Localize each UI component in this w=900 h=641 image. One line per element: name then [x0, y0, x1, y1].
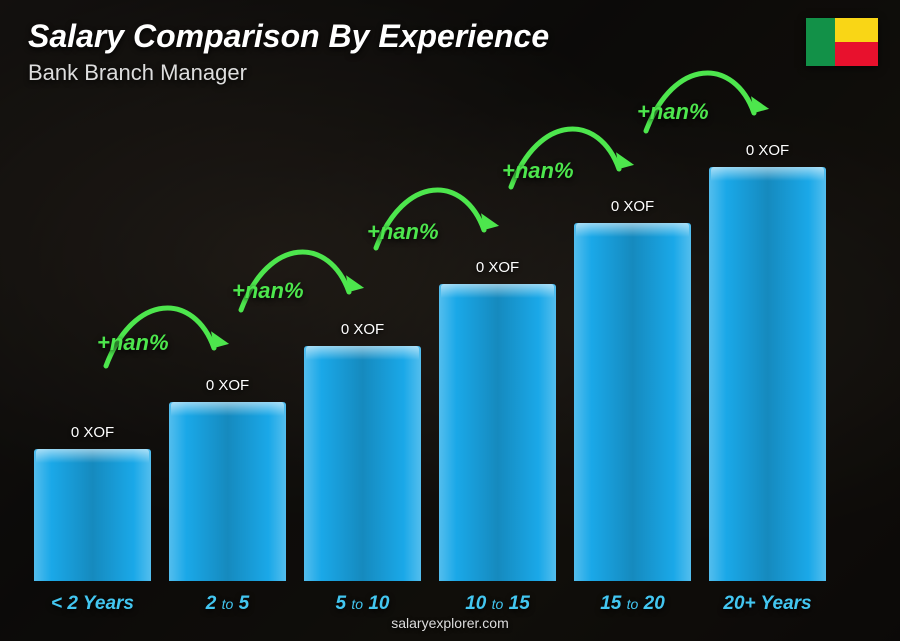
- chart-container: Salary Comparison By Experience Bank Bra…: [0, 0, 900, 641]
- flag-yellow-stripe: [835, 18, 878, 42]
- bar-value-label: 0 XOF: [71, 424, 114, 441]
- category-label: 20+ Years: [709, 593, 826, 615]
- bar-wrap: 0 XOF< 2 Years: [34, 424, 151, 581]
- bar-wrap: +nan%0 XOF5 to 10: [304, 321, 421, 582]
- percent-increase-label: +nan%: [97, 330, 169, 356]
- percent-increase-label: +nan%: [502, 158, 574, 184]
- bar-chart: 0 XOF< 2 Years+nan%0 XOF2 to 5+nan%0 XOF…: [20, 110, 840, 581]
- bar-wrap: +nan%0 XOF2 to 5: [169, 377, 286, 581]
- bar: [304, 346, 421, 582]
- bar-wrap: +nan%0 XOF15 to 20: [574, 198, 691, 581]
- country-flag-benin: [806, 18, 878, 66]
- category-label: 2 to 5: [169, 593, 286, 615]
- bar: [169, 402, 286, 581]
- bar-wrap: +nan%0 XOF10 to 15: [439, 259, 556, 581]
- increase-arrow-icon: [634, 39, 774, 149]
- percent-increase-label: +nan%: [367, 219, 439, 245]
- category-label: 5 to 10: [304, 593, 421, 615]
- bar: [34, 449, 151, 581]
- category-label: 10 to 15: [439, 593, 556, 615]
- category-label: 15 to 20: [574, 593, 691, 615]
- increase-arrow-icon: [499, 95, 639, 205]
- chart-subtitle: Bank Branch Manager: [28, 60, 247, 86]
- increase-arrow-icon: [229, 218, 369, 328]
- bar: [439, 284, 556, 581]
- bar-wrap: +nan%0 XOF20+ Years: [709, 142, 826, 581]
- footer-credit: salaryexplorer.com: [0, 615, 900, 631]
- chart-title: Salary Comparison By Experience: [28, 18, 549, 55]
- category-label: < 2 Years: [34, 593, 151, 615]
- increase-arrow-icon: [364, 156, 504, 266]
- bar: [709, 167, 826, 581]
- percent-increase-label: +nan%: [232, 278, 304, 304]
- flag-green-stripe: [806, 18, 835, 66]
- percent-increase-label: +nan%: [637, 99, 709, 125]
- bar: [574, 223, 691, 581]
- bars-area: 0 XOF< 2 Years+nan%0 XOF2 to 5+nan%0 XOF…: [20, 110, 840, 581]
- flag-red-stripe: [835, 42, 878, 66]
